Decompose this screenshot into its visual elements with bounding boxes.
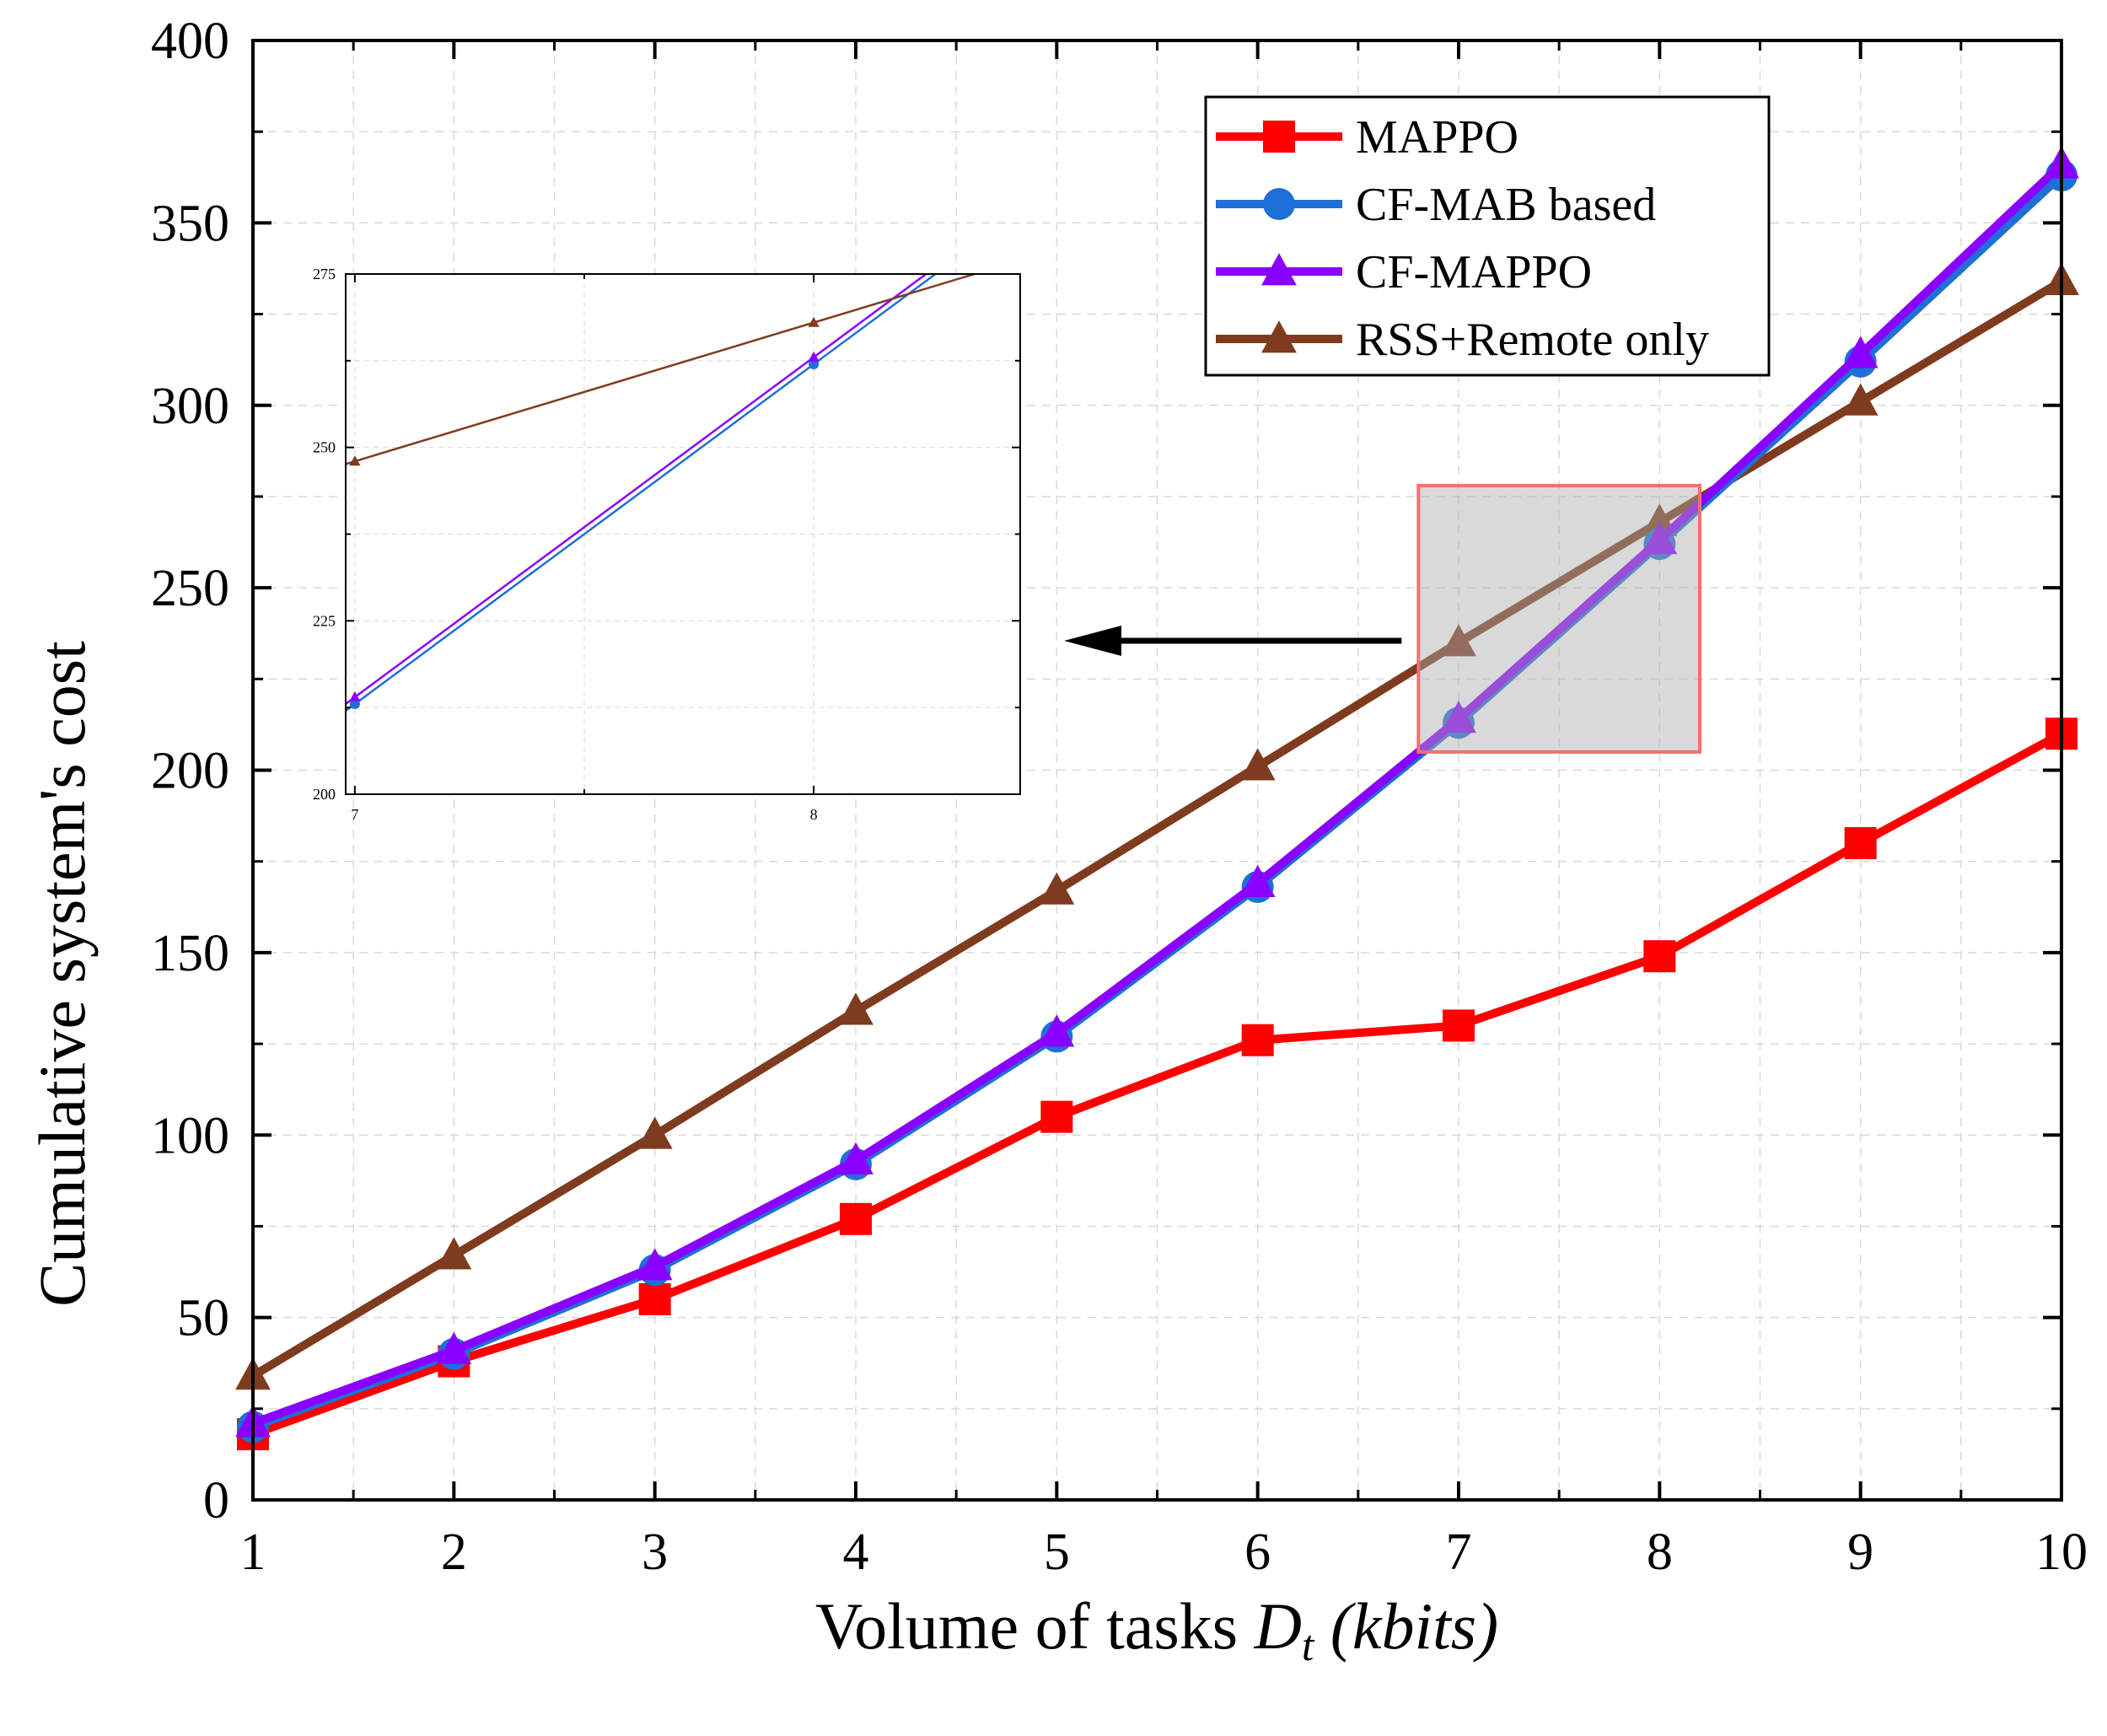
x-tick-label: 9	[1847, 1524, 1873, 1581]
data-point-mappo	[1443, 1009, 1475, 1042]
series-mappo	[237, 718, 2077, 1451]
inset-x-tick-label: 8	[810, 806, 818, 823]
series-line-cf-mappo	[251, 161, 2065, 1427]
legend-swatch-marker	[1263, 188, 1295, 220]
data-point-rss-remote-only	[436, 1237, 472, 1270]
x-tick-label: 3	[642, 1524, 668, 1581]
arrow-layer	[1064, 626, 1402, 656]
data-point-rss-remote-only	[1039, 872, 1075, 905]
x-tick-label: 1	[240, 1524, 266, 1581]
inset-point-cf-mab-based	[809, 358, 820, 369]
x-axis-title: Volume of tasks Dt (kbits)	[815, 1589, 1498, 1670]
inset-point-cf-mab-based	[349, 699, 360, 710]
x-tick-label: 8	[1647, 1524, 1673, 1581]
data-point-rss-remote-only	[637, 1116, 673, 1149]
legend-swatch-marker	[1263, 121, 1295, 153]
x-axis-title-main: Volume of tasks	[815, 1589, 1255, 1663]
inset-y-tick-label: 200	[313, 786, 336, 803]
inset-x-tick-label: 7	[351, 806, 358, 823]
x-axis-title-unit: (kbits)	[1314, 1589, 1498, 1663]
data-point-mappo	[840, 1202, 872, 1235]
data-point-rss-remote-only	[1441, 624, 1476, 657]
inset-line-rss-remote-only	[346, 274, 978, 465]
data-point-cf-mappo	[637, 1248, 673, 1281]
data-point-cf-mappo	[1441, 701, 1476, 734]
zoom-arrow-head	[1064, 626, 1121, 656]
legend-box	[1204, 95, 1771, 377]
data-point-cf-mappo	[1642, 522, 1678, 555]
data-point-rss-remote-only	[1239, 748, 1276, 781]
legend-item-rss-remote-only: RSS+Remote only	[1216, 314, 1709, 366]
data-point-mappo	[1643, 940, 1676, 973]
y-tick-label: 300	[151, 378, 229, 435]
legend-item-mappo: MAPPO	[1216, 111, 1518, 164]
legend-label: CF-MAPPO	[1356, 246, 1592, 298]
y-tick-label: 100	[151, 1107, 229, 1164]
x-tick-label: 4	[843, 1524, 869, 1581]
data-point-mappo	[1241, 1024, 1274, 1056]
data-point-mappo	[638, 1282, 671, 1315]
inset-line-cf-mappo	[346, 274, 928, 706]
y-tick-label: 200	[151, 743, 229, 800]
data-point-cf-mappo	[436, 1331, 472, 1364]
legend-label: CF-MAB based	[1356, 179, 1656, 231]
x-axis-title-symbol: D	[1254, 1589, 1302, 1663]
inset-layer: 7 8 200 225 250 275	[313, 266, 1021, 823]
legend-swatch-marker	[1261, 253, 1297, 286]
y-tick-label: 150	[151, 925, 229, 982]
data-point-cf-mappo	[1842, 336, 1879, 368]
inset-y-tick-label: 225	[313, 612, 336, 629]
inset-y-tick-label: 275	[313, 266, 336, 282]
data-point-mappo	[1844, 827, 1877, 860]
legend-label: MAPPO	[1356, 111, 1518, 164]
legend-item-cf-mab-based: CF-MAB based	[1216, 179, 1656, 231]
data-point-cf-mappo	[1239, 864, 1276, 898]
legend: MAPPO CF-MAB based CF-MAPPO RSS+Remote only	[1204, 95, 1771, 377]
zoom-region-box	[1416, 483, 1702, 754]
y-tick-label: 250	[151, 560, 229, 617]
inset-point-rss-remote-only	[808, 316, 820, 327]
y-tick-label: 0	[203, 1472, 229, 1529]
data-point-cf-mappo	[838, 1142, 873, 1174]
data-point-cf-mappo	[1039, 1014, 1075, 1047]
series-line-mappo	[251, 729, 2064, 1438]
inset-point-rss-remote-only	[349, 455, 361, 466]
inset-point-cf-mappo	[349, 691, 361, 702]
y-tick-label: 400	[151, 13, 229, 70]
x-tick-label: 6	[1244, 1524, 1271, 1581]
y-axis-title: Cumulative system's cost	[25, 641, 99, 1307]
y-tick-label: 350	[151, 195, 229, 252]
data-point-mappo	[1040, 1100, 1073, 1133]
x-axis-title-subscript: t	[1302, 1622, 1315, 1670]
legend-swatch-marker	[1261, 320, 1297, 353]
data-point-rss-remote-only	[1842, 383, 1879, 416]
series-layer	[235, 146, 2079, 1451]
inset-series	[346, 274, 978, 712]
legend-label: RSS+Remote only	[1356, 314, 1709, 366]
legend-item-cf-mappo: CF-MAPPO	[1216, 246, 1592, 298]
inset-point-cf-mappo	[808, 351, 820, 362]
x-tick-label: 2	[441, 1524, 467, 1581]
y-tick-label: 50	[177, 1290, 229, 1347]
series-line-rss-remote-only	[250, 277, 2064, 1380]
x-tick-label: 7	[1446, 1524, 1472, 1581]
x-tick-label: 5	[1044, 1524, 1070, 1581]
x-tick-label: 10	[2035, 1524, 2088, 1581]
data-point-rss-remote-only	[838, 992, 873, 1025]
inset-y-tick-label: 250	[313, 439, 336, 456]
